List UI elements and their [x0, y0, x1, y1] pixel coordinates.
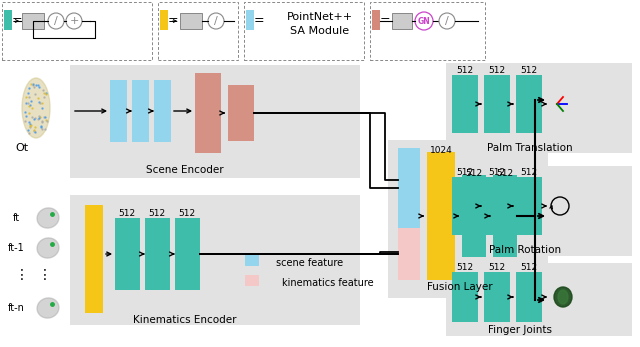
Ellipse shape [37, 298, 59, 318]
Bar [228, 85, 254, 141]
Text: =: = [168, 15, 179, 27]
Text: kinematics feature: kinematics feature [282, 278, 374, 288]
Bar [245, 255, 259, 266]
Text: +: + [69, 16, 79, 26]
Bar [70, 65, 360, 178]
Text: PointNet++: PointNet++ [287, 12, 353, 22]
Bar [4, 10, 12, 30]
Bar [452, 75, 478, 133]
Bar [484, 272, 510, 322]
Bar [484, 75, 510, 133]
Text: 512: 512 [148, 209, 166, 218]
Bar [370, 2, 485, 60]
Bar [516, 272, 542, 322]
Bar [154, 80, 171, 142]
Bar [160, 10, 168, 30]
Text: 512: 512 [520, 66, 538, 75]
Text: scene feature: scene feature [276, 258, 344, 268]
Text: 512: 512 [520, 262, 538, 271]
Text: /: / [214, 16, 218, 26]
Text: 512: 512 [488, 168, 506, 177]
Text: /: / [54, 16, 58, 26]
Text: Scene Encoder: Scene Encoder [146, 165, 224, 175]
Bar [245, 275, 259, 286]
Text: ft-1: ft-1 [8, 243, 24, 253]
Bar [195, 73, 221, 153]
Bar [372, 10, 380, 30]
Text: 1024: 1024 [429, 145, 452, 154]
Text: =: = [12, 15, 22, 27]
Text: 512: 512 [179, 209, 196, 218]
Text: =: = [380, 15, 390, 27]
Bar [246, 10, 254, 30]
Bar [446, 63, 632, 153]
Text: 512: 512 [118, 209, 136, 218]
Ellipse shape [37, 208, 59, 228]
Bar [452, 272, 478, 322]
Bar [446, 263, 632, 336]
Text: 512: 512 [497, 169, 513, 178]
Bar [398, 228, 420, 280]
Bar [2, 2, 152, 60]
Bar [516, 75, 542, 133]
Ellipse shape [37, 238, 59, 258]
Bar [392, 13, 412, 29]
Text: ft-n: ft-n [8, 303, 24, 313]
Text: 512: 512 [488, 262, 506, 271]
Bar [132, 80, 149, 142]
Bar [175, 218, 200, 290]
Text: Fusion Layer: Fusion Layer [427, 282, 493, 292]
Text: Kinematics Encoder: Kinematics Encoder [133, 315, 237, 325]
Text: ft: ft [12, 213, 20, 223]
Bar [493, 175, 517, 257]
Text: 512: 512 [465, 169, 483, 178]
Bar [462, 175, 486, 257]
Text: 512: 512 [520, 168, 538, 177]
Bar [446, 166, 632, 256]
Bar [145, 218, 170, 290]
Bar [85, 205, 103, 313]
Bar [484, 177, 510, 235]
Text: 512: 512 [456, 262, 474, 271]
Bar [244, 2, 364, 60]
Text: ⋮: ⋮ [15, 268, 29, 282]
Bar [452, 177, 478, 235]
Text: SA Module: SA Module [291, 26, 349, 36]
Text: GN: GN [418, 17, 430, 25]
Text: 512: 512 [456, 66, 474, 75]
Bar [427, 152, 455, 280]
Text: =: = [253, 15, 264, 27]
Bar [70, 195, 360, 325]
Text: /: / [445, 16, 449, 26]
Text: 512: 512 [456, 168, 474, 177]
Bar [180, 13, 202, 29]
Text: Palm Rotation: Palm Rotation [489, 245, 561, 255]
Bar [115, 218, 140, 290]
Bar [388, 140, 548, 298]
Bar [398, 148, 420, 228]
Bar [158, 2, 238, 60]
Ellipse shape [22, 78, 50, 138]
Text: Ot: Ot [15, 143, 29, 153]
Bar [516, 177, 542, 235]
Text: Finger Joints: Finger Joints [488, 325, 552, 335]
Bar [22, 13, 44, 29]
Ellipse shape [554, 287, 572, 307]
Bar [110, 80, 127, 142]
Text: ⋮: ⋮ [38, 268, 52, 282]
Text: Palm Translation: Palm Translation [487, 143, 573, 153]
Ellipse shape [558, 290, 568, 304]
Text: 512: 512 [488, 66, 506, 75]
